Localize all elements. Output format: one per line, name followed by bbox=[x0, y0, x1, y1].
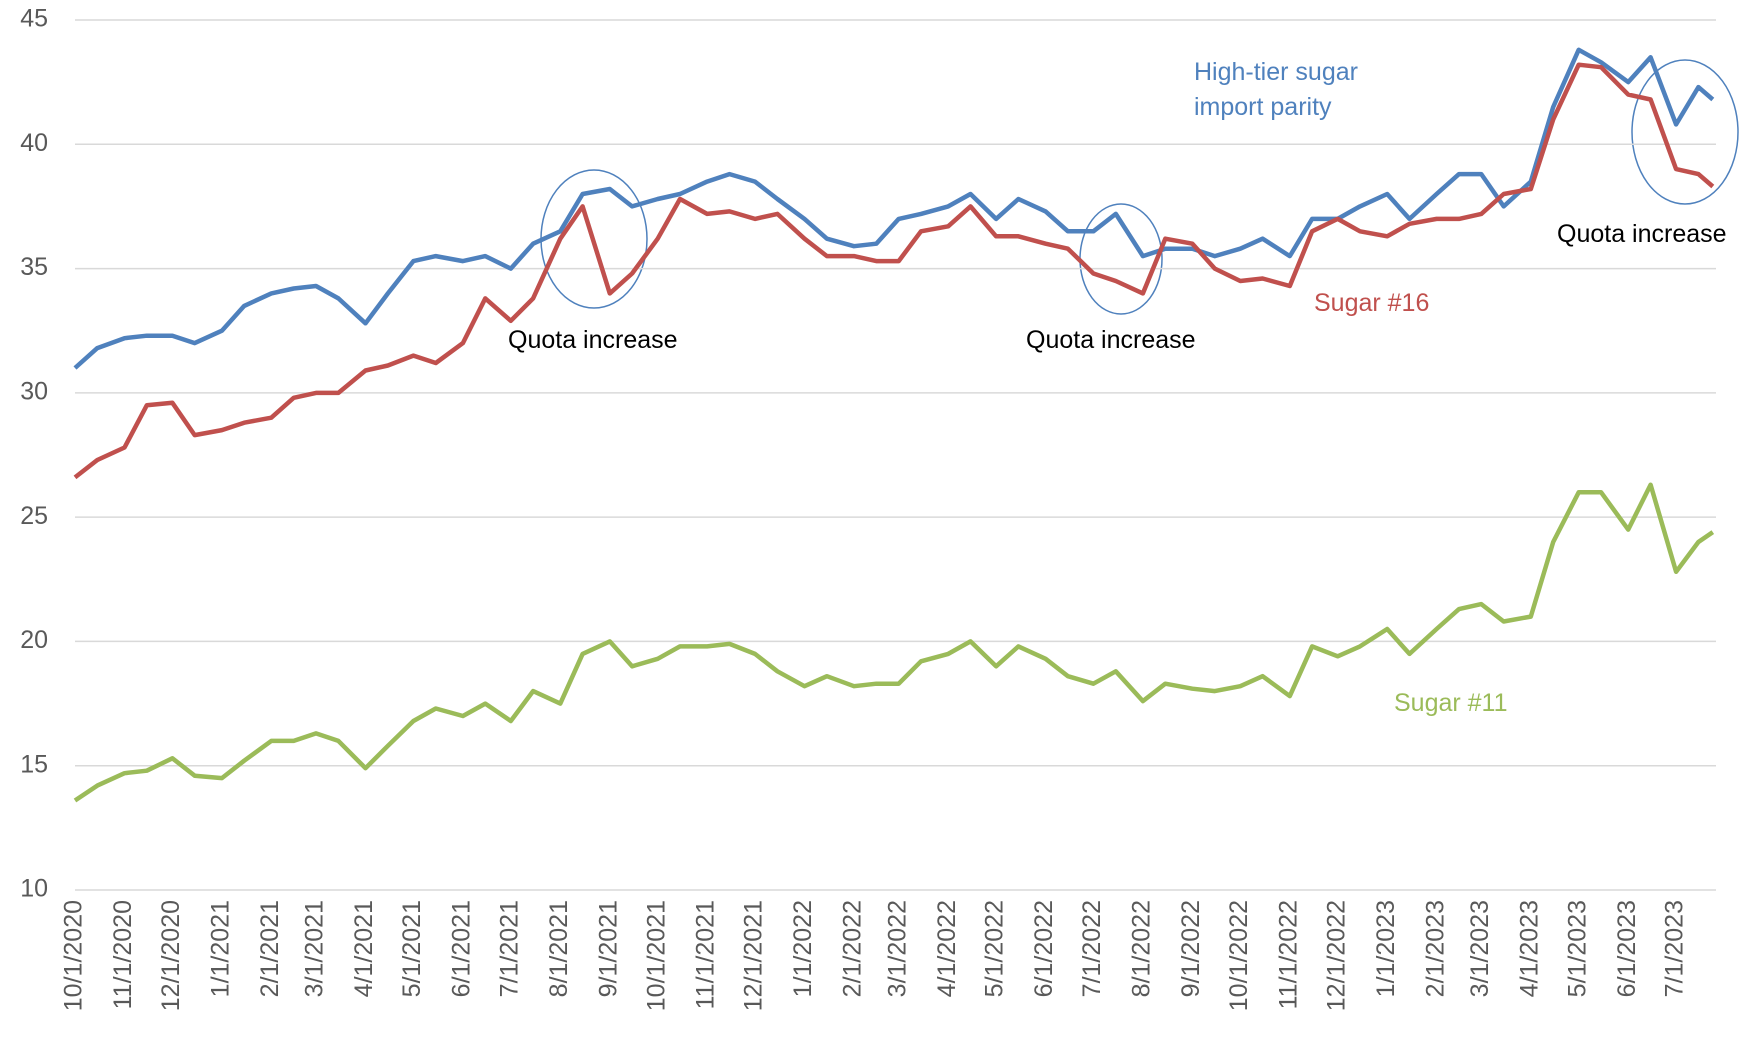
x-tick-label: 3/1/2023 bbox=[1466, 900, 1494, 997]
x-tick-label: 7/1/2021 bbox=[495, 900, 523, 997]
y-tick-label: 20 bbox=[20, 626, 48, 654]
x-tick-label: 4/1/2021 bbox=[350, 900, 378, 997]
x-tick-label: 4/1/2023 bbox=[1515, 900, 1543, 997]
annotation: Quota increase bbox=[1557, 220, 1727, 248]
x-tick-label: 6/1/2023 bbox=[1613, 900, 1641, 997]
x-tick-label: 11/1/2020 bbox=[109, 900, 137, 1009]
x-tick-label: 7/1/2022 bbox=[1078, 900, 1106, 997]
x-tick-label: 11/1/2022 bbox=[1274, 900, 1302, 1009]
x-tick-label: 1/1/2022 bbox=[789, 900, 817, 997]
x-tick-label: 5/1/2021 bbox=[398, 900, 426, 997]
x-tick-label: 9/1/2022 bbox=[1177, 900, 1205, 997]
y-tick-label: 15 bbox=[20, 750, 48, 778]
x-tick-label: 10/1/2020 bbox=[60, 900, 88, 1011]
annotation: Quota increase bbox=[508, 326, 678, 354]
x-tick-label: 1/1/2023 bbox=[1372, 900, 1400, 997]
x-tick-label: 2/1/2021 bbox=[256, 900, 284, 997]
x-tick-label: 5/1/2023 bbox=[1563, 900, 1591, 997]
x-tick-label: 10/1/2021 bbox=[642, 900, 670, 1011]
series-line bbox=[73, 482, 1715, 803]
y-tick-label: 35 bbox=[20, 253, 48, 281]
annotation: Quota increase bbox=[1026, 326, 1196, 354]
series-label: High-tier sugar import parity bbox=[1194, 58, 1358, 121]
x-tick-label: 11/1/2021 bbox=[692, 900, 720, 1009]
x-tick-label: 7/1/2023 bbox=[1661, 900, 1689, 997]
y-tick-label: 40 bbox=[20, 129, 48, 157]
x-tick-label: 12/1/2022 bbox=[1322, 900, 1350, 1011]
x-tick-label: 5/1/2022 bbox=[981, 900, 1009, 997]
x-tick-label: 3/1/2022 bbox=[883, 900, 911, 997]
x-tick-label: 4/1/2022 bbox=[933, 900, 961, 997]
y-tick-label: 25 bbox=[20, 502, 48, 530]
y-tick-label: 10 bbox=[20, 875, 48, 903]
x-tick-label: 6/1/2021 bbox=[448, 900, 476, 997]
x-tick-label: 8/1/2022 bbox=[1128, 900, 1156, 997]
x-tick-label: 8/1/2021 bbox=[545, 900, 573, 997]
y-tick-label: 30 bbox=[20, 377, 48, 405]
series-line bbox=[73, 62, 1715, 480]
x-tick-label: 2/1/2022 bbox=[839, 900, 867, 997]
series-line bbox=[73, 47, 1715, 370]
x-tick-label: 12/1/2021 bbox=[740, 900, 768, 1011]
x-tick-label: 3/1/2021 bbox=[301, 900, 329, 997]
x-tick-label: 2/1/2023 bbox=[1421, 900, 1449, 997]
x-tick-label: 1/1/2021 bbox=[206, 900, 234, 997]
highlight-ellipse bbox=[1631, 59, 1739, 205]
x-tick-label: 12/1/2020 bbox=[157, 900, 185, 1011]
x-tick-label: 10/1/2022 bbox=[1225, 900, 1253, 1011]
x-tick-label: 6/1/2022 bbox=[1030, 900, 1058, 997]
series-label: Sugar #11 bbox=[1394, 689, 1508, 717]
x-tick-label: 9/1/2021 bbox=[594, 900, 622, 997]
plot: 10 15 20 25 30 35 40 45 10/1/2020 11/1/2020 12/1/2… bbox=[20, 5, 1716, 1011]
y-tick-label: 45 bbox=[20, 5, 48, 33]
series-label: Sugar #16 bbox=[1314, 289, 1430, 317]
